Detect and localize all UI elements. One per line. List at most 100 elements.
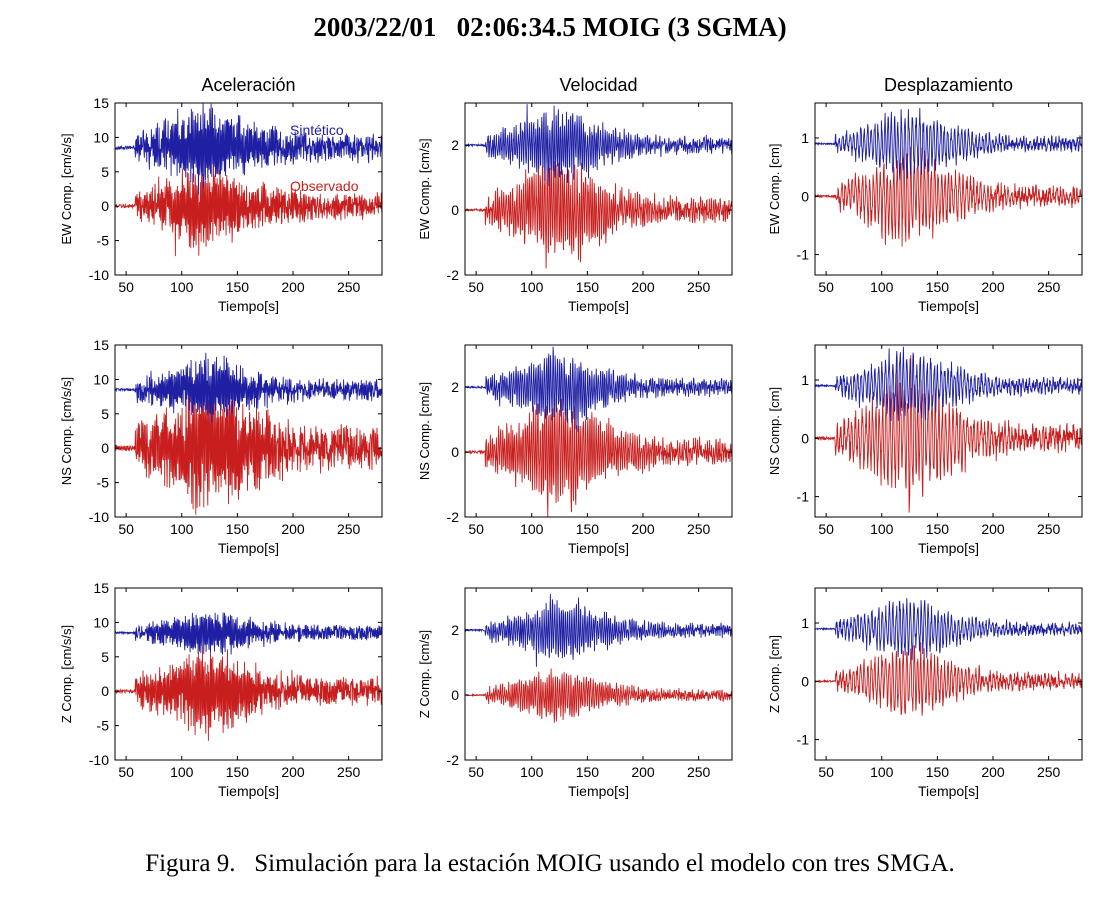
observado-trace (465, 668, 732, 723)
x-axis-label: Tiempo[s] (568, 298, 629, 314)
x-tick-label: 200 (281, 521, 305, 537)
y-tick-label: -5 (97, 718, 110, 734)
y-tick-label: 10 (93, 129, 109, 145)
y-tick-label: 15 (93, 95, 109, 111)
y-tick-label: -10 (89, 752, 109, 768)
x-tick-label: 150 (926, 521, 950, 537)
y-tick-label: -5 (97, 233, 110, 249)
y-tick-label: 1 (801, 615, 809, 631)
y-tick-label: -2 (447, 752, 460, 768)
x-tick-label: 150 (226, 521, 250, 537)
y-tick-label: -1 (797, 489, 810, 505)
x-tick-label: 100 (170, 279, 194, 295)
y-axis-label: EW Comp. [cm] (767, 143, 782, 234)
x-tick-label: 150 (926, 279, 950, 295)
x-tick-label: 250 (337, 279, 361, 295)
axes-box (464, 587, 733, 761)
axes-box (114, 344, 383, 518)
x-tick-label: 50 (118, 279, 134, 295)
x-tick-label: 50 (818, 279, 834, 295)
x-axis-label: Tiempo[s] (218, 783, 279, 799)
y-tick-label: 10 (93, 614, 109, 630)
y-tick-label: -5 (97, 475, 110, 491)
y-tick-label: 0 (101, 198, 109, 214)
y-axis-label: Z Comp. [cm/s/s] (59, 625, 74, 723)
y-tick-label: -2 (447, 509, 460, 525)
y-axis-label: EW Comp. [cm/s] (417, 138, 432, 239)
x-tick-label: 50 (468, 764, 484, 780)
y-axis-label: NS Comp. [cm/s] (417, 382, 432, 480)
subplot-2-1: 50 100 150 200 250 -10 -5 0 5 10 15 Tiempo[s] NS Com… (59, 337, 383, 556)
x-tick-label: 200 (981, 521, 1005, 537)
x-tick-label: 50 (468, 521, 484, 537)
y-tick-label: 0 (801, 430, 809, 446)
observado-trace (465, 398, 732, 517)
y-axis-label: NS Comp. [cm/s/s] (59, 377, 74, 485)
x-tick-label: 50 (468, 279, 484, 295)
x-axis-label: Tiempo[s] (568, 540, 629, 556)
x-tick-label: 150 (576, 279, 600, 295)
x-tick-label: 150 (926, 764, 950, 780)
figure-title: 2003/22/01 02:06:34.5 MOIG (3 SGMA) (313, 12, 787, 42)
sintetico-trace (465, 346, 732, 433)
sintetico-trace (115, 103, 382, 195)
column-title-1: Aceleración (201, 75, 295, 95)
x-tick-label: 250 (687, 279, 711, 295)
y-tick-label: 15 (93, 337, 109, 353)
sintetico-trace (815, 598, 1082, 661)
sintetico-trace (115, 352, 382, 423)
column-title-2: Velocidad (559, 75, 637, 95)
x-tick-label: 200 (631, 764, 655, 780)
axes-box (464, 344, 733, 518)
column-title-3: Desplazamiento (884, 75, 1013, 95)
legend-observado: Observado (290, 178, 359, 194)
y-tick-label: 0 (101, 683, 109, 699)
x-tick-label: 250 (1037, 764, 1061, 780)
y-tick-label: -2 (447, 267, 460, 283)
y-tick-label: 2 (451, 137, 459, 153)
y-tick-label: -1 (797, 247, 810, 263)
x-axis-label: Tiempo[s] (918, 783, 979, 799)
x-tick-label: 50 (118, 764, 134, 780)
x-tick-label: 50 (118, 521, 134, 537)
y-tick-label: 10 (93, 371, 109, 387)
subplot-3-3: 50 100 150 200 250 -1 0 1 Tiempo[s] Z Comp. [cm] (767, 587, 1083, 799)
x-tick-label: 150 (226, 279, 250, 295)
y-tick-label: 5 (101, 164, 109, 180)
x-tick-label: 200 (981, 764, 1005, 780)
y-tick-label: 5 (101, 649, 109, 665)
y-tick-label: 0 (801, 673, 809, 689)
observado-trace (465, 154, 732, 269)
observado-trace (115, 645, 382, 741)
y-axis-label: Z Comp. [cm/s] (417, 630, 432, 718)
sintetico-trace (465, 593, 732, 667)
axes-box (814, 102, 1083, 276)
axes-box (814, 344, 1083, 518)
x-tick-label: 150 (576, 521, 600, 537)
subplot-1-2: 50 100 150 200 250 -2 0 2 Tiempo[s] EW Comp. [cm/… (417, 102, 733, 314)
x-tick-label: 250 (687, 764, 711, 780)
subplot-3-1: 50 100 150 200 250 -10 -5 0 5 10 15 Tiempo[s] Z Comp… (59, 580, 383, 799)
x-tick-label: 200 (281, 279, 305, 295)
x-tick-label: 100 (870, 764, 894, 780)
x-axis-label: Tiempo[s] (218, 298, 279, 314)
observado-trace (815, 642, 1082, 716)
x-tick-label: 100 (170, 521, 194, 537)
x-tick-label: 250 (337, 521, 361, 537)
y-tick-label: 0 (801, 188, 809, 204)
subplot-1-3: 50 100 150 200 250 -1 0 1 Tiempo[s] EW Comp. [cm] (767, 102, 1083, 314)
y-tick-label: 1 (801, 372, 809, 388)
x-tick-label: 250 (687, 521, 711, 537)
x-tick-label: 150 (226, 764, 250, 780)
x-tick-label: 100 (520, 764, 544, 780)
y-tick-label: 0 (451, 202, 459, 218)
axes-box (464, 102, 733, 276)
axes-box (114, 102, 383, 276)
x-tick-label: 100 (870, 279, 894, 295)
y-tick-label: 2 (451, 622, 459, 638)
x-tick-label: 100 (170, 764, 194, 780)
y-tick-label: 5 (101, 406, 109, 422)
x-tick-label: 150 (576, 764, 600, 780)
sintetico-trace (465, 104, 732, 187)
